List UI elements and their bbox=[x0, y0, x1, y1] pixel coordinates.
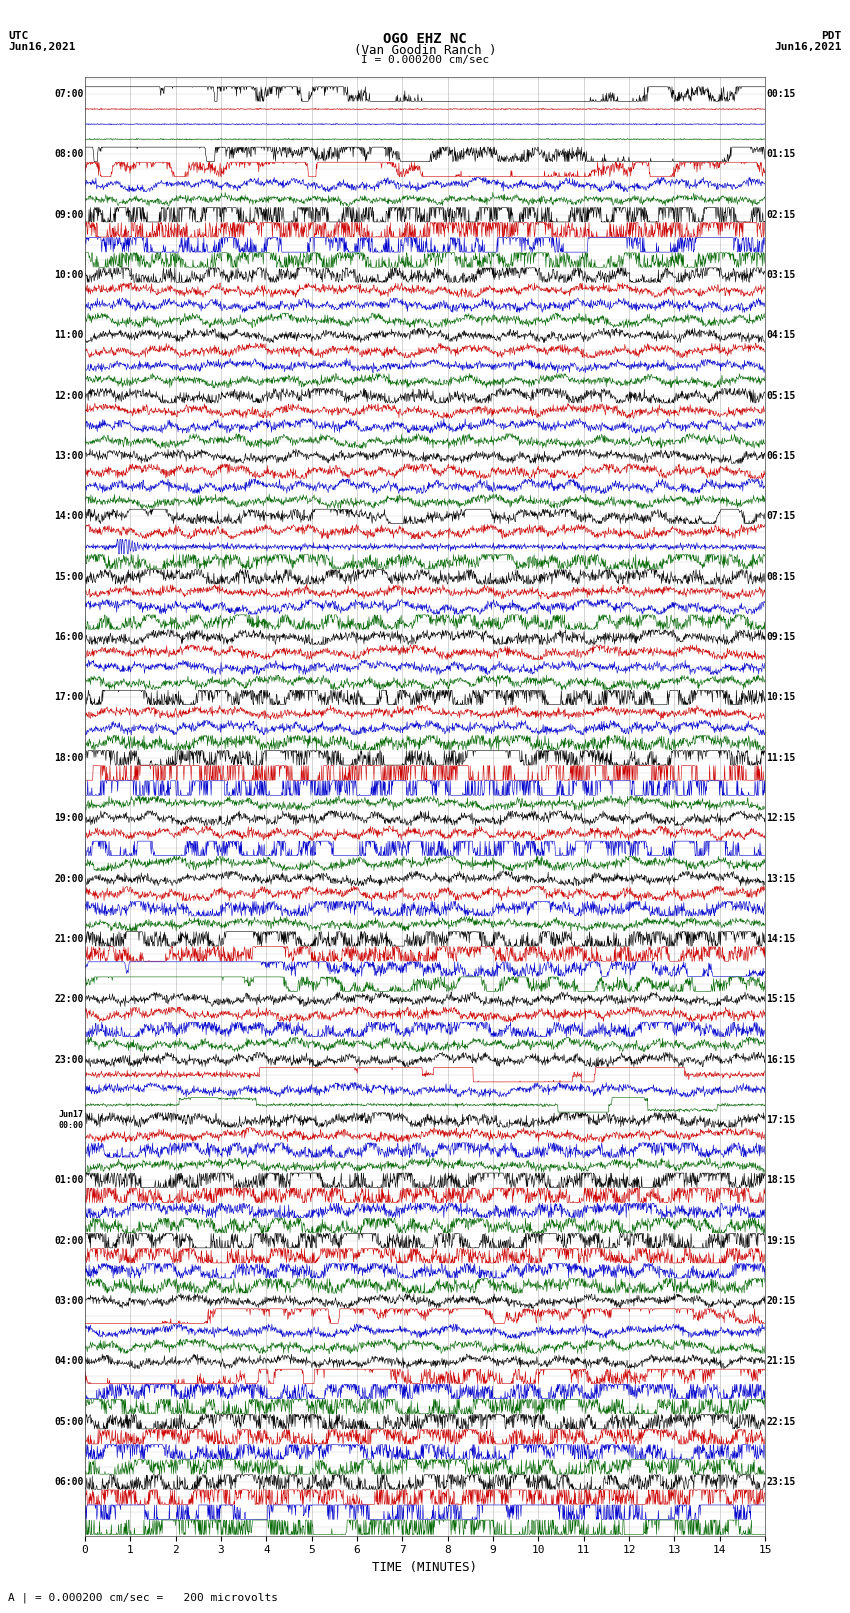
Text: 06:15: 06:15 bbox=[767, 452, 796, 461]
Text: 02:15: 02:15 bbox=[767, 210, 796, 219]
Text: 11:00: 11:00 bbox=[54, 331, 83, 340]
Text: 09:15: 09:15 bbox=[767, 632, 796, 642]
Text: 00:15: 00:15 bbox=[767, 89, 796, 98]
Text: PDT: PDT bbox=[821, 31, 842, 40]
Text: 23:15: 23:15 bbox=[767, 1478, 796, 1487]
Text: A | = 0.000200 cm/sec =   200 microvolts: A | = 0.000200 cm/sec = 200 microvolts bbox=[8, 1592, 279, 1603]
Text: 02:00: 02:00 bbox=[54, 1236, 83, 1245]
Text: OGO EHZ NC: OGO EHZ NC bbox=[383, 32, 467, 47]
Text: 03:15: 03:15 bbox=[767, 269, 796, 281]
Text: 03:00: 03:00 bbox=[54, 1295, 83, 1307]
Text: 07:00: 07:00 bbox=[54, 89, 83, 98]
Text: 13:15: 13:15 bbox=[767, 874, 796, 884]
Text: 22:00: 22:00 bbox=[54, 994, 83, 1005]
Text: Jun16,2021: Jun16,2021 bbox=[774, 42, 842, 52]
Text: 15:15: 15:15 bbox=[767, 994, 796, 1005]
Text: 05:15: 05:15 bbox=[767, 390, 796, 400]
Text: 04:00: 04:00 bbox=[54, 1357, 83, 1366]
Text: Jun16,2021: Jun16,2021 bbox=[8, 42, 76, 52]
Text: 06:00: 06:00 bbox=[54, 1478, 83, 1487]
Text: 16:15: 16:15 bbox=[767, 1055, 796, 1065]
Text: 04:15: 04:15 bbox=[767, 331, 796, 340]
Text: 14:00: 14:00 bbox=[54, 511, 83, 521]
Text: 18:00: 18:00 bbox=[54, 753, 83, 763]
Text: 19:00: 19:00 bbox=[54, 813, 83, 823]
Text: 12:15: 12:15 bbox=[767, 813, 796, 823]
Text: 19:15: 19:15 bbox=[767, 1236, 796, 1245]
Text: 20:00: 20:00 bbox=[54, 874, 83, 884]
Text: 01:00: 01:00 bbox=[54, 1176, 83, 1186]
Text: 10:00: 10:00 bbox=[54, 269, 83, 281]
Text: Jun17
00:00: Jun17 00:00 bbox=[59, 1110, 83, 1129]
Text: 08:15: 08:15 bbox=[767, 571, 796, 582]
Text: 12:00: 12:00 bbox=[54, 390, 83, 400]
Text: 17:15: 17:15 bbox=[767, 1115, 796, 1124]
Text: (Van Goodin Ranch ): (Van Goodin Ranch ) bbox=[354, 44, 496, 56]
Text: 20:15: 20:15 bbox=[767, 1295, 796, 1307]
Text: 09:00: 09:00 bbox=[54, 210, 83, 219]
Text: 13:00: 13:00 bbox=[54, 452, 83, 461]
Text: 18:15: 18:15 bbox=[767, 1176, 796, 1186]
Text: 17:00: 17:00 bbox=[54, 692, 83, 703]
Text: 05:00: 05:00 bbox=[54, 1416, 83, 1426]
Text: 21:15: 21:15 bbox=[767, 1357, 796, 1366]
Text: 22:15: 22:15 bbox=[767, 1416, 796, 1426]
Text: 07:15: 07:15 bbox=[767, 511, 796, 521]
Text: 14:15: 14:15 bbox=[767, 934, 796, 944]
X-axis label: TIME (MINUTES): TIME (MINUTES) bbox=[372, 1561, 478, 1574]
Text: 23:00: 23:00 bbox=[54, 1055, 83, 1065]
Text: I = 0.000200 cm/sec: I = 0.000200 cm/sec bbox=[361, 55, 489, 65]
Text: 08:00: 08:00 bbox=[54, 150, 83, 160]
Text: 11:15: 11:15 bbox=[767, 753, 796, 763]
Text: 16:00: 16:00 bbox=[54, 632, 83, 642]
Text: 01:15: 01:15 bbox=[767, 150, 796, 160]
Text: 21:00: 21:00 bbox=[54, 934, 83, 944]
Text: UTC: UTC bbox=[8, 31, 29, 40]
Text: 10:15: 10:15 bbox=[767, 692, 796, 703]
Text: 15:00: 15:00 bbox=[54, 571, 83, 582]
